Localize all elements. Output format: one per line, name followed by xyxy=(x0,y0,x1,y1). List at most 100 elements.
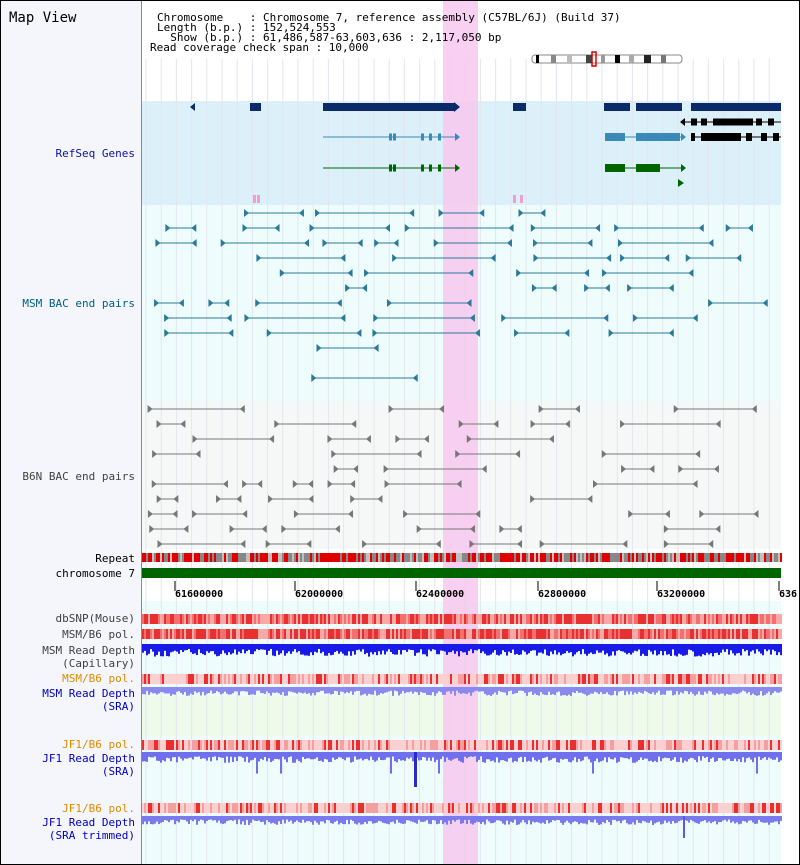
polymorphism-heat-mark xyxy=(766,803,768,813)
read-depth-bar xyxy=(282,644,284,651)
read-depth-bar xyxy=(712,644,714,657)
read-depth-bar xyxy=(572,644,574,657)
track-label-b6n-bac[interactable]: B6N BAC end pairs xyxy=(22,470,135,483)
read-depth-bar xyxy=(244,644,246,654)
read-depth-bar xyxy=(778,687,780,693)
read-depth-bar xyxy=(336,816,338,821)
repeat-mark xyxy=(212,553,214,562)
polymorphism-heat-mark xyxy=(492,740,494,750)
read-depth-bar xyxy=(180,752,182,759)
polymorphism-heat-mark xyxy=(160,614,162,624)
polymorphism-heat-mark xyxy=(626,740,628,750)
polymorphism-heat-mark xyxy=(430,740,432,750)
polymorphism-heat-mark xyxy=(200,614,202,624)
read-depth-bar xyxy=(764,644,766,650)
repeat-mark xyxy=(238,553,240,562)
track-label-msm-bac[interactable]: MSM BAC end pairs xyxy=(22,297,135,310)
read-depth-bar xyxy=(354,644,356,655)
read-depth-bar xyxy=(698,752,700,757)
polymorphism-heat-mark xyxy=(712,740,714,750)
read-depth-bar xyxy=(498,816,500,821)
read-depth-bar xyxy=(210,644,212,652)
polymorphism-heat-mark xyxy=(226,803,228,813)
polymorphism-heat-mark xyxy=(592,674,594,684)
polymorphism-heat-mark xyxy=(142,674,144,684)
read-depth-bar xyxy=(376,752,378,761)
read-depth-bar xyxy=(776,752,778,758)
read-depth-bar xyxy=(180,644,182,651)
read-depth-bar xyxy=(538,816,540,823)
polymorphism-heat-mark xyxy=(400,803,402,813)
gene-exon xyxy=(429,164,432,172)
polymorphism-heat-mark xyxy=(406,674,408,684)
read-depth-bar xyxy=(284,687,286,696)
repeat-mark xyxy=(622,553,624,562)
read-depth-bar xyxy=(474,644,476,651)
polymorphism-heat-mark xyxy=(658,740,660,750)
repeat-mark xyxy=(402,553,404,562)
polymorphism-heat-mark xyxy=(538,740,540,750)
polymorphism-heat-mark xyxy=(344,629,346,639)
repeat-mark xyxy=(600,553,602,562)
read-depth-bar xyxy=(464,644,466,653)
read-depth-bar xyxy=(744,816,746,822)
polymorphism-heat-mark xyxy=(280,674,282,684)
read-depth-bar xyxy=(408,752,410,759)
polymorphism-heat-mark xyxy=(620,674,622,684)
read-depth-bar xyxy=(436,687,438,694)
read-depth-bar xyxy=(382,752,384,761)
repeat-mark xyxy=(380,553,382,562)
repeat-mark xyxy=(372,553,374,562)
repeat-mark xyxy=(728,553,730,562)
read-depth-bar xyxy=(184,816,186,820)
read-depth-bar xyxy=(224,644,226,654)
polymorphism-heat-mark xyxy=(330,740,332,750)
polymorphism-heat-mark xyxy=(234,614,236,624)
read-depth-bar xyxy=(456,816,458,820)
polymorphism-heat-mark xyxy=(432,740,434,750)
repeat-mark xyxy=(188,553,190,562)
polymorphism-heat-mark xyxy=(216,674,218,684)
gene-exon xyxy=(429,133,432,141)
repeat-mark xyxy=(546,553,548,562)
polymorphism-heat-mark xyxy=(152,803,154,813)
polymorphism-heat-mark xyxy=(730,614,732,624)
read-depth-bar xyxy=(572,752,574,761)
polymorphism-heat-mark xyxy=(296,674,298,684)
polymorphism-heat-mark xyxy=(770,803,772,813)
read-depth-bar xyxy=(682,644,684,656)
repeat-mark xyxy=(738,553,740,562)
read-depth-bar xyxy=(730,644,732,651)
polymorphism-heat-mark xyxy=(470,614,472,624)
polymorphism-heat-mark xyxy=(614,629,616,639)
polymorphism-heat-mark xyxy=(654,740,656,750)
polymorphism-heat-mark xyxy=(332,740,334,750)
read-depth-bar xyxy=(708,644,710,655)
track-label-refseq[interactable]: RefSeq Genes xyxy=(55,147,135,160)
polymorphism-heat-mark xyxy=(394,629,396,639)
read-depth-bar xyxy=(692,687,694,694)
polymorphism-heat-mark xyxy=(184,803,186,813)
bac-end-marker xyxy=(515,450,521,458)
read-depth-bar xyxy=(244,752,246,762)
read-depth-bar xyxy=(310,752,312,760)
repeat-mark xyxy=(492,553,494,562)
polymorphism-heat-mark xyxy=(430,803,432,813)
read-depth-bar xyxy=(256,687,258,691)
repeat-mark xyxy=(528,553,530,562)
polymorphism-heat-mark xyxy=(342,674,344,684)
polymorphism-heat-mark xyxy=(754,629,756,639)
polymorphism-heat-mark xyxy=(660,674,662,684)
polymorphism-heat-mark xyxy=(240,740,242,750)
polymorphism-heat-mark xyxy=(596,614,598,624)
polymorphism-heat-mark xyxy=(184,740,186,750)
repeat-mark xyxy=(574,553,576,562)
polymorphism-heat-mark xyxy=(156,674,158,684)
read-depth-bar xyxy=(270,644,272,649)
read-depth-bar xyxy=(742,644,744,649)
polymorphism-heat-mark xyxy=(634,629,636,639)
polymorphism-heat-mark xyxy=(538,614,540,624)
read-depth-bar xyxy=(634,644,636,651)
read-depth-bar xyxy=(394,687,396,691)
